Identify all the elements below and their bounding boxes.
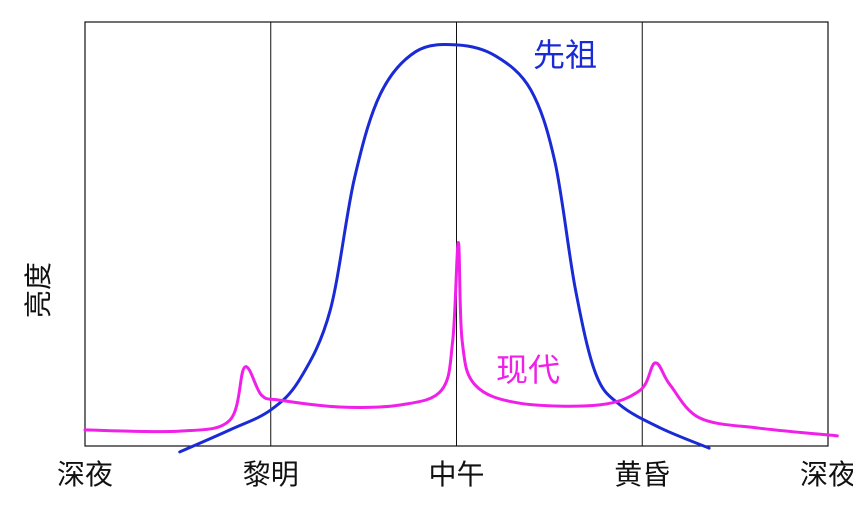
line-series <box>178 43 711 454</box>
x-tick-label: 深夜 <box>57 458 113 491</box>
x-tick-label: 黎明 <box>243 458 299 491</box>
y-axis-label: 亮度 <box>22 262 55 318</box>
x-tick-label: 中午 <box>428 458 484 491</box>
series-label: 先祖 <box>533 36 597 74</box>
line-series <box>83 240 839 438</box>
series-label: 现代 <box>496 351 560 389</box>
x-tick-label: 黄昏 <box>614 458 670 491</box>
x-tick-label: 深夜 <box>800 458 853 491</box>
